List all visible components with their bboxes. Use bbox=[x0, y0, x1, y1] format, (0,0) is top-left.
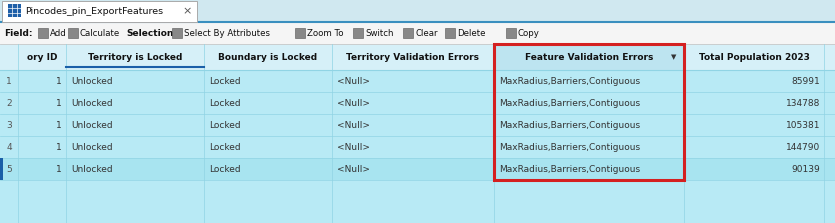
Text: 105381: 105381 bbox=[786, 120, 820, 130]
Text: Select By Attributes: Select By Attributes bbox=[184, 29, 270, 37]
Text: Selection:: Selection: bbox=[126, 29, 177, 37]
Text: Locked: Locked bbox=[209, 76, 240, 85]
Text: 90139: 90139 bbox=[792, 165, 820, 173]
Bar bbox=[8, 4, 21, 17]
Text: <Null>: <Null> bbox=[337, 142, 370, 151]
Bar bbox=[0, 22, 835, 44]
Bar bbox=[0, 158, 835, 180]
Text: Feature Validation Errors: Feature Validation Errors bbox=[525, 52, 653, 62]
Text: Calculate: Calculate bbox=[80, 29, 120, 37]
Text: Unlocked: Unlocked bbox=[71, 120, 113, 130]
Text: Unlocked: Unlocked bbox=[71, 142, 113, 151]
Bar bbox=[68, 28, 78, 38]
Text: Pincodes_pin_ExportFeatures: Pincodes_pin_ExportFeatures bbox=[25, 6, 163, 16]
Text: MaxRadius,Barriers,Contiguous: MaxRadius,Barriers,Contiguous bbox=[499, 76, 640, 85]
Text: Zoom To: Zoom To bbox=[307, 29, 343, 37]
Bar bbox=[403, 28, 413, 38]
Bar bbox=[2, 1, 197, 22]
Text: Clear: Clear bbox=[415, 29, 438, 37]
Text: <Null>: <Null> bbox=[337, 76, 370, 85]
Text: MaxRadius,Barriers,Contiguous: MaxRadius,Barriers,Contiguous bbox=[499, 142, 640, 151]
Text: 5: 5 bbox=[6, 165, 12, 173]
Text: <Null>: <Null> bbox=[337, 99, 370, 107]
Bar bbox=[0, 0, 835, 22]
Bar bbox=[0, 92, 835, 114]
Text: <Null>: <Null> bbox=[337, 165, 370, 173]
Text: Boundary is Locked: Boundary is Locked bbox=[219, 52, 317, 62]
Bar bbox=[494, 44, 684, 180]
Text: 1: 1 bbox=[56, 165, 62, 173]
Bar bbox=[0, 180, 835, 223]
Text: 144790: 144790 bbox=[786, 142, 820, 151]
Text: ory ID: ory ID bbox=[27, 52, 58, 62]
Text: Locked: Locked bbox=[209, 142, 240, 151]
Text: ×: × bbox=[182, 6, 192, 16]
Text: Territory is Locked: Territory is Locked bbox=[88, 52, 182, 62]
Text: 1: 1 bbox=[56, 76, 62, 85]
Text: Copy: Copy bbox=[518, 29, 540, 37]
Bar bbox=[0, 114, 835, 136]
Bar bbox=[494, 44, 684, 70]
Text: Territory Validation Errors: Territory Validation Errors bbox=[347, 52, 479, 62]
Text: 4: 4 bbox=[6, 142, 12, 151]
Text: 1: 1 bbox=[56, 120, 62, 130]
Bar bbox=[506, 28, 516, 38]
Text: Unlocked: Unlocked bbox=[71, 99, 113, 107]
Text: Locked: Locked bbox=[209, 165, 240, 173]
Bar bbox=[0, 70, 835, 92]
Text: Locked: Locked bbox=[209, 120, 240, 130]
Text: ▼: ▼ bbox=[671, 54, 676, 60]
Text: 1: 1 bbox=[56, 142, 62, 151]
Text: MaxRadius,Barriers,Contiguous: MaxRadius,Barriers,Contiguous bbox=[499, 165, 640, 173]
Bar bbox=[0, 136, 835, 158]
Bar bbox=[38, 28, 48, 38]
Text: 2: 2 bbox=[6, 99, 12, 107]
Bar bbox=[172, 28, 182, 38]
Text: MaxRadius,Barriers,Contiguous: MaxRadius,Barriers,Contiguous bbox=[499, 99, 640, 107]
Text: 134788: 134788 bbox=[786, 99, 820, 107]
Text: Unlocked: Unlocked bbox=[71, 76, 113, 85]
Text: Field:: Field: bbox=[4, 29, 33, 37]
Text: 85991: 85991 bbox=[792, 76, 820, 85]
Bar bbox=[445, 28, 455, 38]
Text: Delete: Delete bbox=[457, 29, 485, 37]
Text: 1: 1 bbox=[6, 76, 12, 85]
Text: <Null>: <Null> bbox=[337, 120, 370, 130]
Text: Switch: Switch bbox=[365, 29, 393, 37]
Bar bbox=[295, 28, 305, 38]
Bar bbox=[0, 44, 835, 223]
Bar bbox=[0, 158, 3, 180]
Bar bbox=[0, 44, 835, 70]
Text: MaxRadius,Barriers,Contiguous: MaxRadius,Barriers,Contiguous bbox=[499, 120, 640, 130]
Text: 3: 3 bbox=[6, 120, 12, 130]
Text: Locked: Locked bbox=[209, 99, 240, 107]
Bar bbox=[353, 28, 363, 38]
Text: Unlocked: Unlocked bbox=[71, 165, 113, 173]
Text: 1: 1 bbox=[56, 99, 62, 107]
Text: Total Population 2023: Total Population 2023 bbox=[699, 52, 809, 62]
Text: Add: Add bbox=[50, 29, 67, 37]
